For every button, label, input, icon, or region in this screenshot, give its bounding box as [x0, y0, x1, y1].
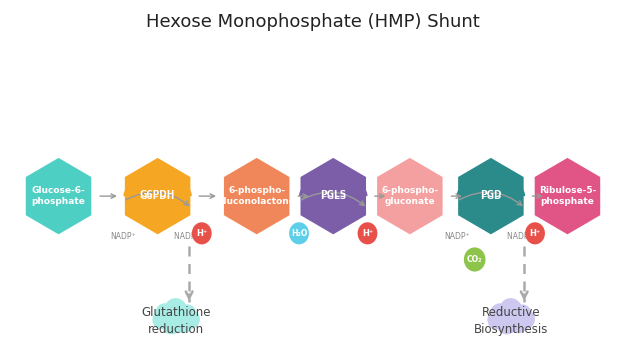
Text: PGLS: PGLS — [320, 190, 346, 199]
Circle shape — [488, 310, 505, 329]
Circle shape — [514, 304, 531, 324]
Text: G6PDH: G6PDH — [140, 191, 175, 201]
Circle shape — [183, 310, 200, 329]
Text: Reductive
Biosynthesis: Reductive Biosynthesis — [473, 306, 548, 335]
Text: NADP⁺: NADP⁺ — [111, 232, 136, 241]
Polygon shape — [456, 176, 525, 196]
Text: H⁺: H⁺ — [196, 229, 207, 238]
Text: Glucose-6-
phosphate: Glucose-6- phosphate — [31, 187, 86, 206]
Polygon shape — [125, 158, 190, 234]
Text: NADPH +: NADPH + — [507, 232, 543, 241]
Text: Hexose Monophosphate (HMP) Shunt: Hexose Monophosphate (HMP) Shunt — [146, 13, 480, 31]
Circle shape — [164, 298, 188, 325]
Polygon shape — [377, 158, 443, 234]
Circle shape — [155, 303, 175, 326]
Circle shape — [509, 311, 528, 333]
Text: PGD: PGD — [480, 191, 501, 201]
Circle shape — [192, 222, 212, 244]
Circle shape — [525, 222, 545, 244]
Polygon shape — [299, 176, 367, 196]
Text: 6-phospho-
gluconolactone: 6-phospho- gluconolactone — [218, 187, 295, 206]
Text: PGLS: PGLS — [320, 191, 346, 201]
Circle shape — [289, 222, 309, 244]
Polygon shape — [224, 158, 289, 234]
Polygon shape — [300, 158, 366, 234]
Circle shape — [178, 304, 197, 324]
Circle shape — [173, 311, 193, 333]
Text: G6PDH: G6PDH — [140, 190, 175, 199]
FancyArrowPatch shape — [302, 192, 364, 206]
Text: H⁺: H⁺ — [530, 229, 541, 238]
Text: H₂O: H₂O — [291, 229, 307, 238]
Circle shape — [518, 310, 535, 329]
Text: Ribulose-5-
phosphate: Ribulose-5- phosphate — [539, 187, 596, 206]
Circle shape — [499, 298, 523, 325]
FancyArrowPatch shape — [126, 192, 188, 206]
Text: NADP⁺: NADP⁺ — [444, 232, 470, 241]
Polygon shape — [458, 158, 524, 234]
Circle shape — [152, 310, 169, 329]
Text: H⁺: H⁺ — [362, 229, 373, 238]
Circle shape — [496, 310, 518, 334]
Polygon shape — [535, 158, 600, 234]
Text: PGD: PGD — [480, 190, 501, 199]
Circle shape — [357, 222, 377, 244]
Text: CO₂: CO₂ — [467, 255, 483, 264]
Circle shape — [490, 303, 510, 326]
FancyArrowPatch shape — [459, 192, 522, 206]
Text: NADPH +: NADPH + — [174, 232, 210, 241]
Polygon shape — [26, 158, 91, 234]
Text: 6-phospho-
gluconate: 6-phospho- gluconate — [381, 187, 438, 206]
Text: Glutathione
reduction: Glutathione reduction — [141, 306, 210, 335]
Circle shape — [464, 247, 486, 271]
Circle shape — [161, 310, 183, 334]
Polygon shape — [123, 176, 192, 196]
